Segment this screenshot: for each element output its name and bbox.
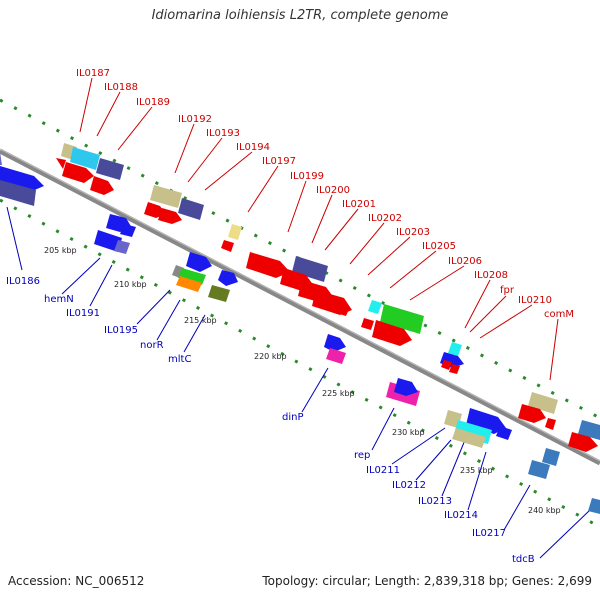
gene-label-il0200: IL0200 [316,185,350,196]
gene-label-il0193: IL0193 [206,128,240,139]
gene-label-il0188: IL0188 [104,82,138,93]
tick-230-kbp: 230 kbp [392,428,425,437]
gene-label-il0214: IL0214 [444,510,478,521]
gene-label-il0201: IL0201 [342,199,376,210]
gene-label-il0187: IL0187 [76,68,110,79]
tick-225-kbp: 225 kbp [322,389,355,398]
gene-label-il0213: IL0213 [418,496,452,507]
gene-label-il0212: IL0212 [392,480,426,491]
gene-label-il0208: IL0208 [474,270,508,281]
gene-label-hemn: hemN [44,294,74,305]
gene-label-tdcb: tdcB [512,554,535,565]
gene-label-il0186: IL0186 [6,276,40,287]
gene-label-il0194: IL0194 [236,142,270,153]
gene-label-il0192: IL0192 [178,114,212,125]
gene-label-il0199: IL0199 [290,171,324,182]
outer-dotted-track [0,98,600,420]
gene-label-comm: comM [544,309,574,320]
tick-220-kbp: 220 kbp [254,352,287,361]
gene-label-il0197: IL0197 [262,156,296,167]
gene-blocks [0,143,600,514]
gene-label-norr: norR [140,340,164,351]
gene-label-il0202: IL0202 [368,213,402,224]
tick-210-kbp: 210 kbp [114,280,147,289]
tick-205-kbp: 205 kbp [44,246,77,255]
tick-215-kbp: 215 kbp [184,316,217,325]
topology-text: Topology: circular; Length: 2,839,318 bp… [262,574,592,588]
map-title: Idiomarina loihiensis L2TR, complete gen… [151,8,449,23]
tick-235-kbp: 235 kbp [460,466,493,475]
gene-label-fpr: fpr [500,285,515,296]
inner-dotted-track [0,198,600,529]
gene-label-rep: rep [354,450,370,461]
tick-240-kbp: 240 kbp [528,506,561,515]
gene-label-il0203: IL0203 [396,227,430,238]
gene-label-il0211: IL0211 [366,465,400,476]
gene-label-dinp: dinP [282,412,304,423]
gene-label-il0206: IL0206 [448,256,482,267]
gene-label-mltc: mltC [168,354,191,365]
gene-label-il0191: IL0191 [66,308,100,319]
gene-label-il0195: IL0195 [104,325,138,336]
gene-label-il0217: IL0217 [472,528,506,539]
genome-backbone [0,148,600,466]
accession-text: Accession: NC_006512 [8,574,145,588]
gene-label-il0189: IL0189 [136,97,170,108]
gene-label-il0205: IL0205 [422,241,456,252]
gene-label-il0210: IL0210 [518,295,552,306]
